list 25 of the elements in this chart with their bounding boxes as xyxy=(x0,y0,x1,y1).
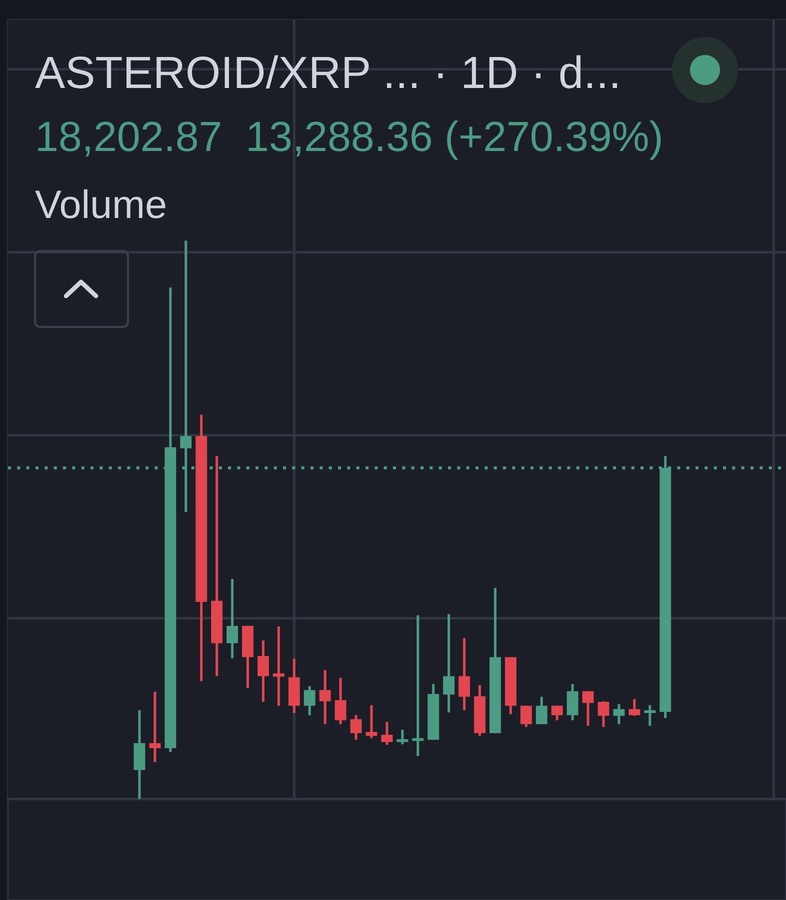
candlestick xyxy=(257,639,269,704)
candlestick xyxy=(396,728,408,746)
candlestick xyxy=(366,704,378,740)
chart-subtitle: 18,202.87 13,288.36 (+270.39%) xyxy=(38,120,661,160)
candlestick xyxy=(350,714,362,742)
candlestick xyxy=(334,676,346,726)
candlestick xyxy=(272,625,284,707)
candlestick xyxy=(381,720,393,746)
candlestick xyxy=(598,700,610,728)
candlestick xyxy=(412,614,424,758)
candlestick xyxy=(644,704,656,728)
candlestick xyxy=(613,702,625,726)
candlestick xyxy=(628,698,640,718)
candlestick xyxy=(149,690,161,764)
candlestick xyxy=(582,690,594,728)
chart-title: ASTEROID/XRP ... · 1D · d... xyxy=(35,55,618,88)
candlestick xyxy=(458,636,470,712)
candlestick xyxy=(443,612,455,714)
text: Volume xyxy=(35,189,166,218)
candlestick xyxy=(319,668,331,726)
candlestick xyxy=(520,704,532,728)
candlestick xyxy=(304,684,316,716)
candlestick xyxy=(226,578,238,660)
candlestick xyxy=(551,704,563,722)
candlestick xyxy=(536,696,548,726)
